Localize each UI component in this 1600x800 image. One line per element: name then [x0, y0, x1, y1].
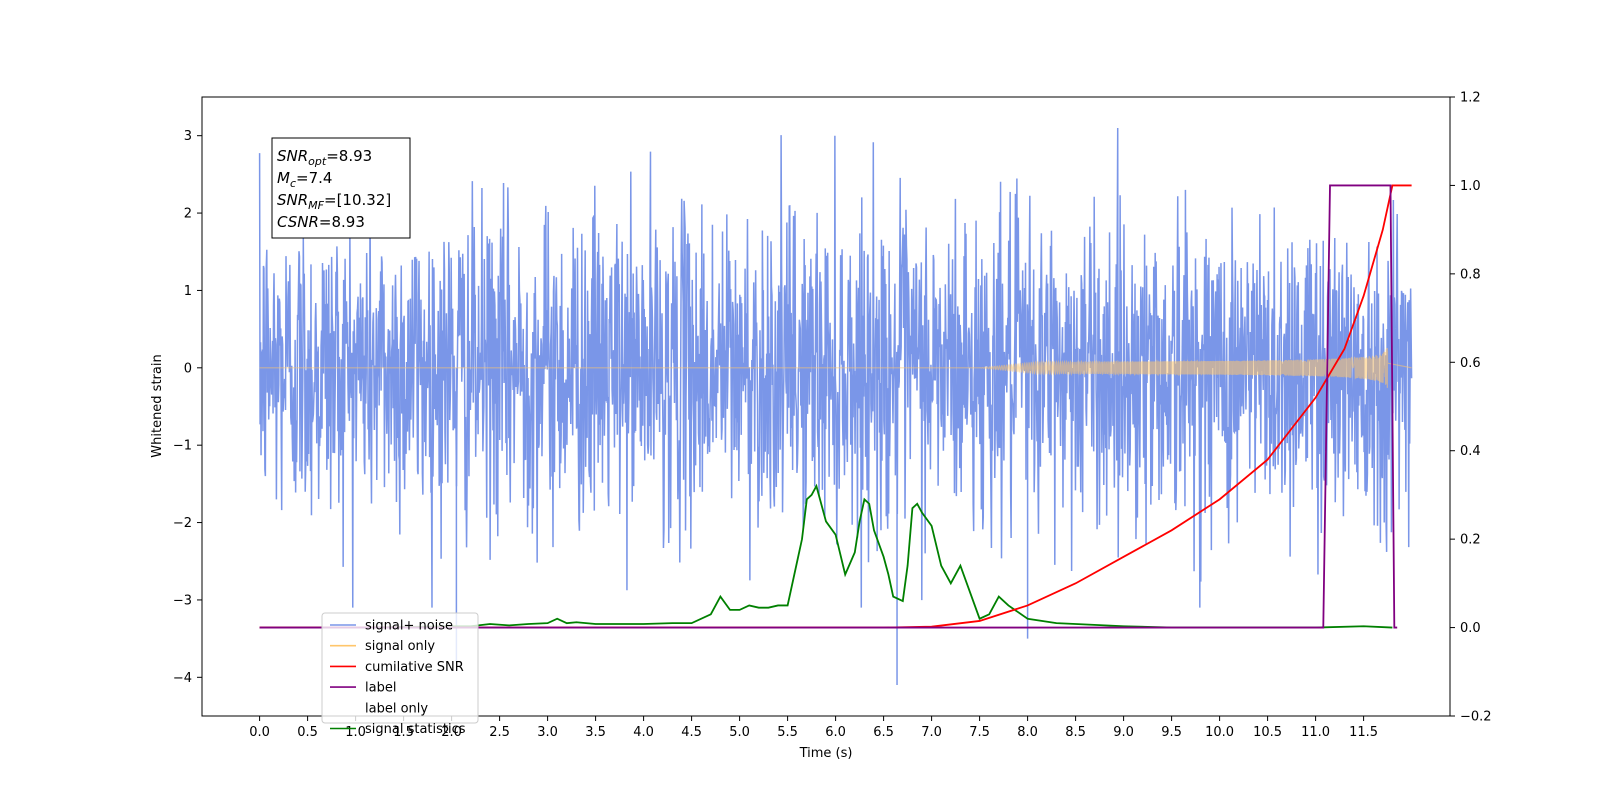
y-left-tick-label: −3	[173, 593, 192, 608]
noise-line	[258, 127, 1413, 608]
legend-label: cumilative SNR	[365, 660, 464, 675]
y-right-tick-label: 1.2	[1460, 91, 1481, 106]
y-right-tick-label: 0.8	[1460, 267, 1481, 282]
annotation-line: CSNR=8.93	[277, 213, 365, 231]
x-tick-label: 11.0	[1301, 725, 1330, 740]
series-label	[259, 184, 1398, 629]
plot-frame	[201, 96, 1451, 717]
annotation-frame	[271, 137, 411, 239]
signal-only-line	[259, 347, 1412, 388]
x-tick-label: 3.5	[585, 725, 606, 740]
y-left-tick-label: −4	[173, 671, 192, 686]
x-tick-label: 10.0	[1205, 725, 1234, 740]
legend-label: signal only	[365, 639, 435, 654]
y-axis-left-ticks: 3 2 1 0 −1 −2 −3 −4	[173, 129, 202, 686]
series-signal-only	[259, 347, 1412, 388]
legend: signal+ noise signal only cumilative SNR la…	[321, 612, 479, 737]
x-tick-label: 5.0	[729, 725, 750, 740]
x-tick-label: 0.5	[297, 725, 318, 740]
annotation-line: Mc=7.4	[277, 169, 332, 190]
legend-label: label	[365, 681, 396, 696]
x-tick-label: 0.0	[249, 725, 270, 740]
y-right-tick-label: −0.2	[1460, 710, 1492, 725]
y-left-tick-label: 2	[184, 207, 192, 222]
y-right-tick-label: 1.0	[1460, 179, 1481, 194]
x-tick-label: 1.5	[393, 725, 414, 740]
x-tick-label: 2.5	[489, 725, 510, 740]
x-axis-ticks: 0.0 0.5 1.0 1.5 2.0 2.5 3.0 3.5 4.0 4.5 5.0 5.5 6.0 6…	[249, 716, 1378, 740]
x-tick-label: 4.5	[681, 725, 702, 740]
y-left-tick-label: 1	[184, 284, 192, 299]
y-left-tick-label: −2	[173, 516, 192, 531]
right-axis-series	[259, 184, 1412, 629]
x-tick-label: 7.5	[969, 725, 990, 740]
series-signal-noise	[258, 127, 1413, 686]
legend-label: signal+ noise	[365, 619, 453, 634]
annotation-line: SNRopt=8.93	[277, 147, 372, 168]
x-tick-label: 3.0	[537, 725, 558, 740]
annotation-line: SNRMF=[10.32]	[277, 191, 391, 212]
x-tick-label: 10.5	[1253, 725, 1282, 740]
x-tick-label: 1.0	[345, 725, 366, 740]
y-left-tick-label: 3	[184, 129, 192, 144]
x-tick-label: 4.0	[633, 725, 654, 740]
series-signal-statistics	[259, 483, 1393, 629]
y-left-tick-label: −1	[173, 439, 192, 454]
x-tick-label: 11.5	[1349, 725, 1378, 740]
x-tick-label: 6.5	[873, 725, 894, 740]
x-tick-label: 9.0	[1113, 725, 1134, 740]
x-tick-label: 8.0	[1017, 725, 1038, 740]
y-right-tick-label: 0.4	[1460, 444, 1481, 459]
x-tick-label: 5.5	[777, 725, 798, 740]
y-right-tick-label: 0.0	[1460, 621, 1481, 636]
x-tick-label: 8.5	[1065, 725, 1086, 740]
y-axis-label-left: Whitened strain	[150, 354, 165, 457]
legend-frame	[321, 612, 479, 724]
legend-label: label only	[365, 701, 428, 716]
x-axis-label: Time (s)	[799, 746, 853, 761]
x-tick-label: 2.0	[441, 725, 462, 740]
legend-label: signal statistics	[365, 722, 466, 737]
series-cumilative-snr	[259, 184, 1412, 629]
y-right-tick-label: 0.6	[1460, 356, 1481, 371]
y-right-tick-label: 0.2	[1460, 533, 1481, 548]
y-axis-right-ticks: 1.2 1.0 0.8 0.6 0.4 0.2 0.0 −0.2	[1450, 91, 1492, 725]
x-tick-label: 7.0	[921, 725, 942, 740]
x-tick-label: 9.5	[1161, 725, 1182, 740]
x-tick-label: 6.0	[825, 725, 846, 740]
y-left-tick-label: 0	[184, 361, 192, 376]
